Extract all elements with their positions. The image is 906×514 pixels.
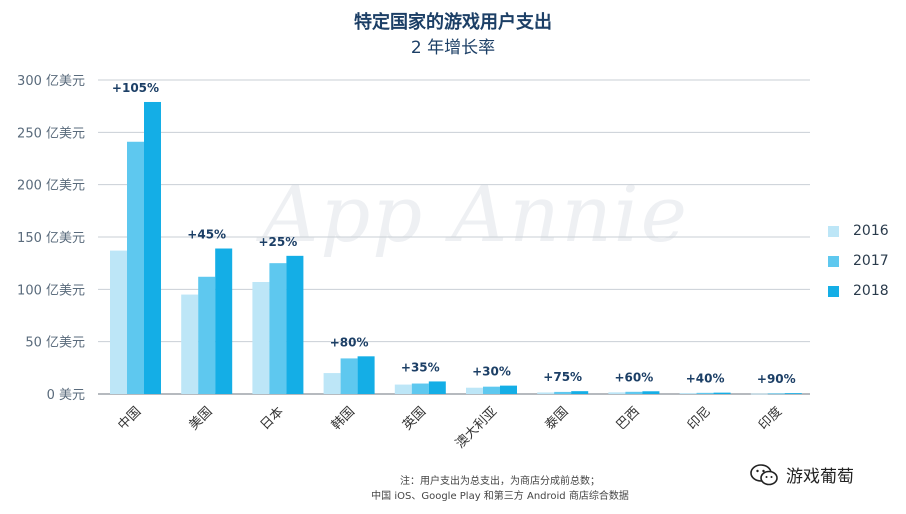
x-tick-label: 巴西 — [614, 404, 643, 433]
bar-2017 — [696, 392, 714, 394]
y-tick-label: 50 亿美元 — [25, 336, 85, 351]
x-tick-label: 韩国 — [329, 404, 358, 433]
bar-2016 — [679, 393, 697, 394]
y-tick-label: 250 亿美元 — [17, 126, 85, 141]
y-tick-label: 100 亿美元 — [17, 283, 85, 298]
growth-label: +40% — [686, 372, 725, 386]
bar-2016 — [110, 250, 127, 394]
bar-2018 — [357, 356, 375, 394]
brand-name: 游戏葡萄 — [786, 467, 854, 487]
bar-2018 — [500, 385, 517, 394]
footnote-line-2: 中国 iOS、Google Play 和第三方 Android 商店综合数据 — [371, 491, 629, 502]
growth-label: +105% — [112, 81, 159, 95]
bar-2018 — [286, 255, 304, 394]
legend-item-2018: 2018 — [828, 276, 889, 306]
y-tick-label: 150 亿美元 — [17, 231, 85, 246]
x-tick-label: 英国 — [400, 404, 429, 433]
x-tick-label: 日本 — [258, 404, 287, 433]
x-tick-label: 中国 — [115, 404, 144, 433]
legend-item-2017: 2017 — [828, 246, 889, 276]
x-tick-label: 印尼 — [685, 404, 714, 433]
footnote: 注：用户支出为总支出，为商店分成前总数； 中国 iOS、Google Play … — [280, 474, 720, 504]
bar-2017 — [198, 276, 216, 394]
bar-2018 — [571, 391, 589, 394]
x-tick-label: 印度 — [755, 404, 785, 434]
growth-label: +60% — [615, 370, 654, 384]
growth-label: +90% — [757, 372, 796, 386]
bar-2017 — [269, 263, 287, 394]
bar-2017 — [483, 386, 500, 394]
growth-label: +45% — [187, 228, 226, 242]
bar-2017 — [554, 391, 572, 394]
y-tick-label: 0 美元 — [47, 388, 85, 403]
growth-label: +35% — [401, 360, 440, 374]
chart-subtitle: 2 年增长率 — [410, 38, 496, 58]
x-tick-label: 美国 — [187, 404, 216, 433]
y-tick-label: 300 亿美元 — [17, 74, 85, 89]
bar-2017 — [625, 391, 643, 394]
bar-2016 — [466, 387, 483, 394]
bar-2016 — [181, 294, 199, 394]
footnote-line-1: 注：用户支出为总支出，为商店分成前总数； — [400, 476, 600, 487]
legend-label: 2016 — [853, 223, 889, 239]
bar-2018 — [784, 393, 802, 394]
legend-swatch — [828, 285, 839, 297]
legend-swatch — [828, 225, 839, 237]
wechat-icon — [750, 463, 778, 485]
legend-item-2016: 2016 — [828, 216, 889, 246]
x-tick-label: 澳大利亚 — [452, 404, 500, 452]
bar-2017 — [411, 383, 429, 394]
bar-2016 — [323, 373, 341, 394]
growth-label: +30% — [472, 365, 511, 379]
bar-2016 — [750, 393, 768, 395]
bar-2018 — [215, 248, 233, 394]
bar-2017 — [127, 141, 144, 394]
x-tick-label: 泰国 — [543, 404, 572, 433]
legend: 2016 2017 2018 — [828, 216, 889, 306]
growth-label: +80% — [330, 335, 369, 349]
bar-2018 — [713, 392, 731, 394]
growth-label: +25% — [259, 235, 298, 249]
bar-2016 — [252, 282, 270, 394]
bar-2018 — [144, 101, 161, 394]
chart-title: 特定国家的游戏用户支出 — [354, 12, 552, 33]
brand-badge: 游戏葡萄 — [750, 462, 854, 487]
legend-swatch — [828, 255, 839, 267]
y-tick-label: 200 亿美元 — [17, 179, 85, 194]
bar-2018 — [642, 391, 660, 394]
bar-2017 — [340, 358, 358, 394]
legend-label: 2018 — [853, 283, 889, 299]
bar-2016 — [394, 384, 412, 394]
growth-label: +75% — [543, 370, 582, 384]
bar-2018 — [428, 381, 446, 394]
bar-2017 — [767, 393, 785, 395]
bar-2016 — [608, 392, 626, 394]
legend-label: 2017 — [853, 253, 889, 269]
bar-2016 — [537, 392, 555, 394]
